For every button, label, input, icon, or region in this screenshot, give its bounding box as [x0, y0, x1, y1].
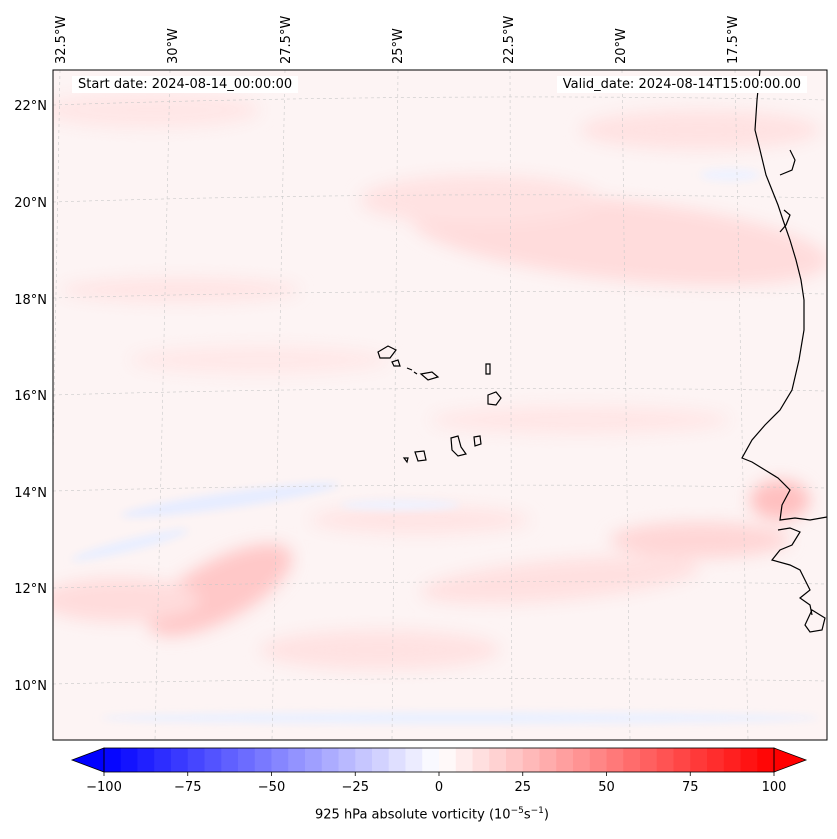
colorbar-block	[589, 748, 608, 772]
lat-label: 16°N	[14, 389, 47, 404]
colorbar-block	[187, 748, 206, 772]
colorbar-block	[221, 748, 239, 772]
colorbar-block	[539, 748, 557, 772]
colorbar-label-exponent: −1	[530, 806, 544, 816]
lat-label: 18°N	[14, 293, 47, 308]
colorbar-block	[388, 748, 407, 772]
colorbar-block	[673, 748, 691, 772]
colorbar-block	[757, 748, 775, 772]
latitude-labels: 22°N 20°N 18°N 16°N 14°N 12°N 10°N	[14, 99, 47, 694]
colorbar-block	[707, 748, 725, 772]
colorbar-block	[489, 748, 507, 772]
colorbar-block	[573, 748, 591, 772]
colorbar-tick-label: −50	[258, 780, 285, 795]
cape-verde-islands	[377, 345, 502, 464]
colorbar-block	[104, 748, 122, 772]
lon-label: 25°W	[391, 28, 406, 64]
colorbar-block	[204, 748, 222, 772]
colorbar-block	[405, 748, 423, 772]
colorbar-block	[690, 748, 708, 772]
lon-label: 27.5°W	[279, 16, 294, 64]
lon-label: 17.5°W	[726, 16, 741, 64]
lon-label: 30°W	[166, 28, 181, 64]
colorbar-block	[288, 748, 306, 772]
colorbar-block	[137, 748, 155, 772]
colorbar-max-extend-arrow	[773, 747, 808, 773]
lat-label: 22°N	[14, 99, 47, 114]
colorbar-label-close: )	[543, 807, 549, 823]
colorbar-label-unit: s	[523, 807, 531, 823]
colorbar-label-exponent: −5	[510, 806, 524, 816]
negative-vorticity-regions	[71, 169, 820, 724]
lon-label: 22.5°W	[502, 16, 517, 64]
colorbar-tick-label: −100	[86, 780, 122, 795]
valid-date-label: Valid_date: 2024-08-14T15:00:00.00	[556, 76, 807, 93]
longitude-labels: 32.5°W 30°W 27.5°W 25°W 22.5°W 20°W 17.5…	[54, 16, 741, 64]
colorbar-block	[723, 748, 742, 772]
map-frame	[52, 69, 828, 741]
colorbar-block	[338, 748, 356, 772]
colorbar-block	[506, 748, 524, 772]
start-date-label: Start date: 2024-08-14_00:00:00	[72, 76, 299, 93]
colorbar-block	[656, 748, 675, 772]
colorbar-block	[640, 748, 658, 772]
lat-label: 14°N	[14, 486, 47, 501]
colorbar-tick-label: 75	[682, 780, 699, 795]
colorbar-tick-label: 0	[435, 780, 443, 795]
africa-coastline	[741, 70, 827, 521]
colorbar-ticks: −100 −75 −50 −25 0 25 50 75 100	[86, 772, 786, 795]
colorbar-min-extend-arrow	[70, 747, 105, 773]
lat-label: 10°N	[14, 679, 47, 694]
colorbar-block	[472, 748, 490, 772]
gridlines	[53, 70, 827, 740]
colorbar-block	[254, 748, 273, 772]
colorbar-block	[120, 748, 139, 772]
lat-label: 12°N	[14, 582, 47, 597]
colorbar-tick-label: 50	[598, 780, 615, 795]
colorbar-block	[556, 748, 574, 772]
vorticity-field	[53, 70, 827, 740]
colorbar-tick-label: 25	[514, 780, 531, 795]
colorbar-tick-label: −75	[174, 780, 201, 795]
colorbar: −100 −75 −50 −25 0 25 50 75 100	[70, 747, 808, 795]
colorbar-block	[623, 748, 641, 772]
colorbar-block	[154, 748, 172, 772]
colorbar-block	[522, 748, 541, 772]
colorbar-label-text: 925 hPa absolute vorticity (10	[315, 807, 511, 823]
colorbar-blocks	[104, 748, 775, 772]
lon-label: 20°W	[614, 28, 629, 64]
colorbar-block	[606, 748, 624, 772]
colorbar-block	[305, 748, 323, 772]
colorbar-tick-label: −25	[342, 780, 369, 795]
lon-label: 32.5°W	[54, 16, 69, 64]
colorbar-block	[321, 748, 340, 772]
colorbar-block	[455, 748, 474, 772]
lat-label: 20°N	[14, 196, 47, 211]
colorbar-block	[439, 748, 457, 772]
colorbar-block	[238, 748, 256, 772]
colorbar-tick-label: 100	[762, 780, 787, 795]
colorbar-block	[422, 748, 440, 772]
coastlines	[741, 70, 827, 633]
colorbar-block	[271, 748, 289, 772]
colorbar-block	[171, 748, 189, 772]
colorbar-block	[740, 748, 758, 772]
colorbar-block	[372, 748, 390, 772]
positive-vorticity-regions	[53, 92, 827, 670]
colorbar-block	[355, 748, 373, 772]
